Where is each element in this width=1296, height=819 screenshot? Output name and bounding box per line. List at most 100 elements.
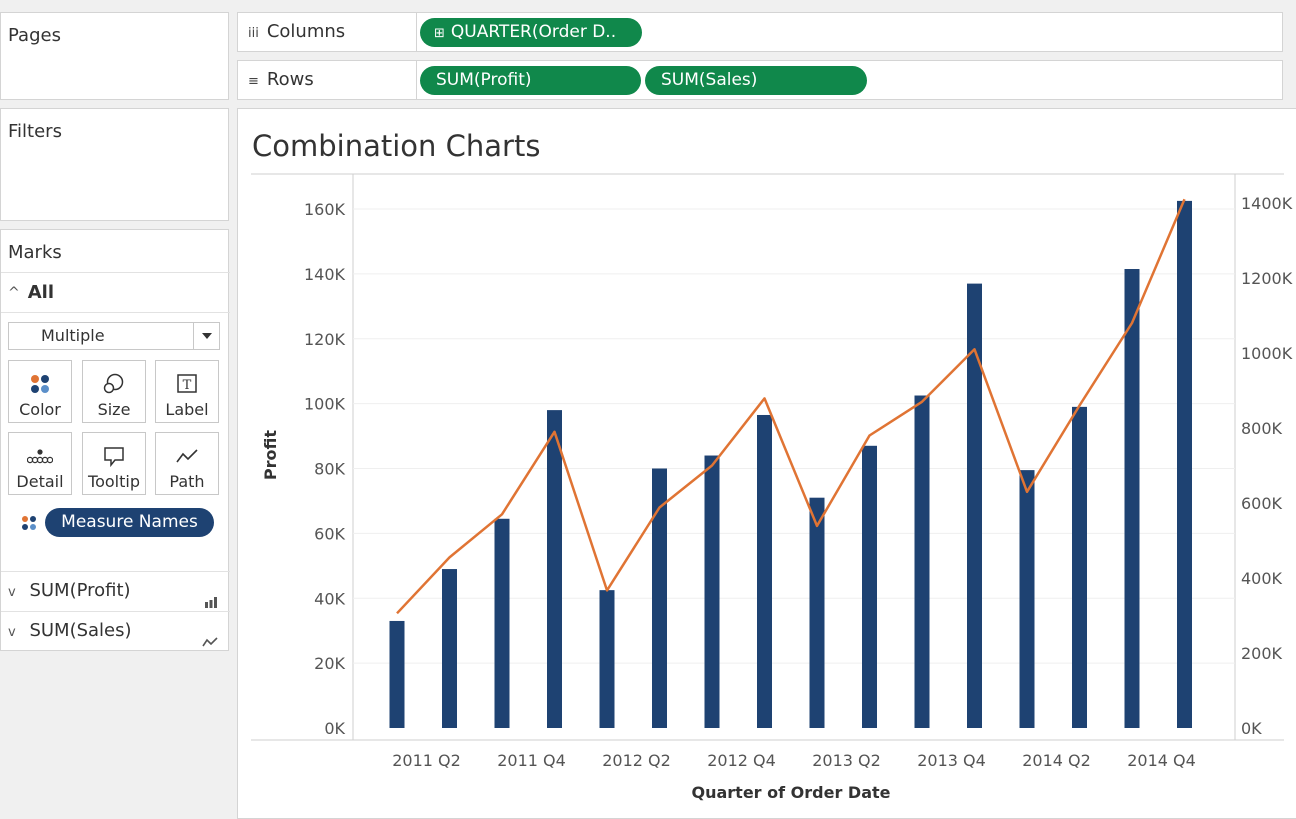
chart-title: Combination Charts xyxy=(252,129,541,163)
tooltip-button[interactable]: Tooltip xyxy=(82,432,146,495)
profit-bar xyxy=(757,414,772,728)
right-tick-label: 200K xyxy=(1241,644,1283,663)
columns-label: Columns xyxy=(266,21,346,42)
chevron-down-icon[interactable] xyxy=(193,323,219,349)
chevron-up-icon: ^ xyxy=(8,284,20,301)
label-button[interactable]: T Label xyxy=(155,360,219,423)
marks-sum-sales[interactable]: v SUM(Sales) xyxy=(1,611,230,651)
left-tick-label: 140K xyxy=(304,265,346,284)
right-tick-label: 600K xyxy=(1241,494,1283,513)
profit-bar xyxy=(914,395,930,728)
quarter-order-date-pill[interactable]: ⊞ QUARTER(Order D.. xyxy=(420,18,642,47)
sum-sales-label: SUM(Sales) xyxy=(29,620,132,641)
color-button[interactable]: Color xyxy=(8,360,72,423)
profit-bar xyxy=(389,620,405,728)
left-tick-label: 100K xyxy=(304,395,346,414)
detail-button[interactable]: Detail xyxy=(8,432,72,495)
right-tick-label: 1400K xyxy=(1241,194,1293,213)
divider xyxy=(1,272,230,273)
marks-all-label: All xyxy=(27,282,55,303)
pages-title: Pages xyxy=(8,25,61,46)
left-tick-label: 20K xyxy=(314,654,345,673)
divider xyxy=(1,312,230,313)
profit-bar xyxy=(704,455,720,728)
chevron-down-icon: v xyxy=(8,625,16,640)
marks-sum-profit[interactable]: v SUM(Profit) xyxy=(1,571,230,611)
profit-bar xyxy=(442,569,457,728)
color-icon xyxy=(9,361,71,395)
sum-sales-pill[interactable]: SUM(Sales) xyxy=(645,66,867,95)
label-icon: T xyxy=(156,361,218,395)
sum-profit-label: SUM(Profit) xyxy=(29,580,131,601)
y-axis-title: Profit xyxy=(261,430,280,480)
right-tick-label: 400K xyxy=(1241,569,1283,588)
left-tick-label: 60K xyxy=(314,524,345,543)
profit-bar xyxy=(967,283,982,728)
x-axis-title: Quarter of Order Date xyxy=(692,783,891,802)
left-tick-label: 160K xyxy=(304,200,346,219)
tooltip-icon xyxy=(83,433,145,467)
path-button[interactable]: Path xyxy=(155,432,219,495)
color-legend-icon xyxy=(21,515,37,536)
filters-shelf[interactable]: Filters xyxy=(0,108,229,221)
marks-all-toggle[interactable]: ^ All xyxy=(8,282,54,303)
measure-names-pill[interactable]: Measure Names xyxy=(45,508,214,537)
marks-card: Marks ^ All Multiple Color Size xyxy=(0,229,230,651)
tooltip-label: Tooltip xyxy=(88,472,140,491)
path-label: Path xyxy=(169,472,205,491)
expand-plus-icon[interactable]: ⊞ xyxy=(434,26,445,41)
rows-shelf-label: ≡ Rows xyxy=(238,61,417,99)
profit-bar xyxy=(599,590,615,728)
columns-shelf-label: iii Columns xyxy=(238,13,417,51)
line-chart-icon xyxy=(202,624,218,662)
size-icon xyxy=(83,361,145,395)
x-tick-label: 2013 Q4 xyxy=(917,751,986,770)
profit-bar xyxy=(809,497,825,728)
right-tick-label: 1000K xyxy=(1241,344,1293,363)
x-tick-label: 2012 Q4 xyxy=(707,751,776,770)
quarter-pill-label: QUARTER(Order D.. xyxy=(450,22,617,42)
profit-bar xyxy=(1019,470,1035,728)
detail-label: Detail xyxy=(16,472,64,491)
x-tick-label: 2011 Q4 xyxy=(497,751,566,770)
left-tick-label: 40K xyxy=(314,589,345,608)
rows-shelf[interactable]: ≡ Rows SUM(Profit) SUM(Sales) xyxy=(237,60,1283,100)
mark-type-value: Multiple xyxy=(41,326,105,345)
x-tick-label: 2013 Q2 xyxy=(812,751,881,770)
profit-bar xyxy=(652,468,667,728)
right-tick-label: 1200K xyxy=(1241,269,1293,288)
path-icon xyxy=(156,433,218,467)
profit-bar xyxy=(547,410,562,728)
x-tick-label: 2014 Q4 xyxy=(1127,751,1196,770)
color-label: Color xyxy=(19,400,61,419)
size-label: Size xyxy=(97,400,131,419)
chevron-down-icon: v xyxy=(8,585,16,600)
marks-title: Marks xyxy=(8,242,62,263)
profit-bar xyxy=(494,518,510,728)
size-button[interactable]: Size xyxy=(82,360,146,423)
left-tick-label: 120K xyxy=(304,330,346,349)
left-tick-label: 0K xyxy=(324,719,345,738)
left-tick-label: 80K xyxy=(314,460,345,479)
combination-chart: 0K 20K 40K 60K 80K 100K 120K 140K 160K 0K 200K 400K… xyxy=(251,173,1293,802)
pages-shelf[interactable]: Pages xyxy=(0,12,229,100)
profit-bar xyxy=(1072,406,1087,728)
detail-icon xyxy=(9,433,71,467)
label-label: Label xyxy=(165,400,209,419)
rows-icon: ≡ xyxy=(248,74,259,89)
x-tick-label: 2011 Q2 xyxy=(392,751,461,770)
profit-bar xyxy=(1177,200,1192,728)
profit-bar xyxy=(1124,269,1140,728)
filters-title: Filters xyxy=(8,121,62,142)
rows-label: Rows xyxy=(266,69,314,90)
right-tick-label: 800K xyxy=(1241,419,1283,438)
svg-text:T: T xyxy=(183,378,192,393)
mark-type-dropdown[interactable]: Multiple xyxy=(8,322,220,350)
bar-chart-icon xyxy=(204,584,218,622)
sum-profit-pill[interactable]: SUM(Profit) xyxy=(420,66,641,95)
right-tick-label: 0K xyxy=(1241,719,1262,738)
profit-bar xyxy=(862,445,877,728)
sales-line xyxy=(396,198,1186,615)
columns-shelf[interactable]: iii Columns ⊞ QUARTER(Order D.. xyxy=(237,12,1283,52)
x-tick-label: 2012 Q2 xyxy=(602,751,671,770)
